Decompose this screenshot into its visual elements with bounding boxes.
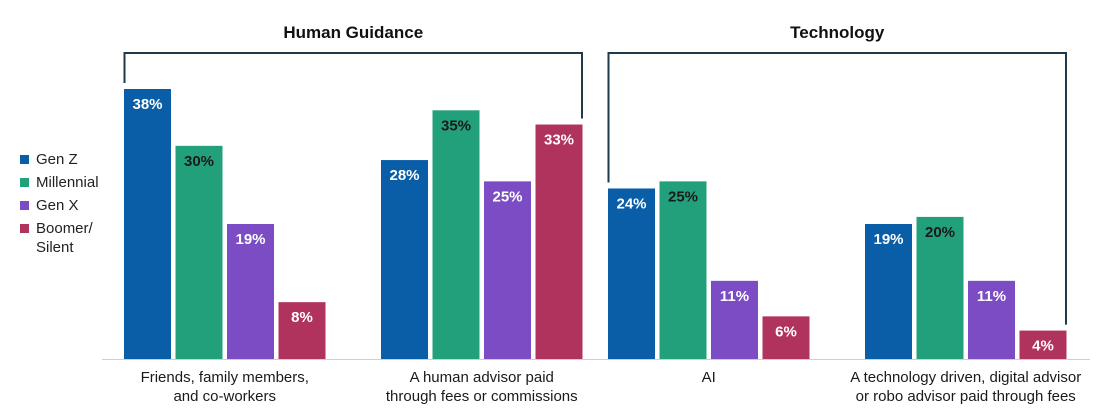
bar	[865, 224, 912, 359]
bar	[762, 316, 810, 359]
category-label: through fees or commissions	[386, 388, 578, 405]
legend-swatch	[20, 178, 29, 187]
bar	[432, 110, 480, 359]
bar	[535, 124, 583, 360]
legend-item-gen-z: Gen Z	[20, 150, 96, 169]
data-label: 19%	[235, 231, 265, 248]
data-label: 6%	[775, 323, 797, 340]
category-label: and co-workers	[173, 388, 276, 405]
category-label: A technology driven, digital advisor	[850, 369, 1081, 386]
group-title: Human Guidance	[283, 23, 423, 42]
category-label: AI	[702, 369, 716, 386]
data-label: 8%	[291, 309, 313, 326]
group-bracket	[607, 52, 1067, 325]
category-label: Friends, family members,	[141, 369, 309, 386]
data-label: 24%	[616, 195, 646, 212]
legend-label: Gen Z	[36, 151, 78, 168]
bar	[916, 216, 964, 359]
data-label: 38%	[132, 96, 162, 113]
bar	[1019, 330, 1067, 359]
bar	[227, 224, 274, 359]
data-label: 33%	[544, 132, 574, 149]
bar	[608, 188, 655, 359]
data-label: 30%	[184, 153, 214, 170]
legend-item-gen-x: Gen X	[20, 196, 96, 215]
data-label: 35%	[441, 117, 471, 134]
bar	[711, 280, 758, 359]
data-label: 25%	[668, 188, 698, 205]
legend-label: Millennial	[36, 174, 99, 191]
group-bracket	[123, 52, 583, 119]
data-label: 4%	[1032, 338, 1054, 355]
legend-swatch	[20, 201, 29, 210]
legend-item-millennial: Millennial	[20, 173, 99, 192]
bar	[124, 89, 171, 359]
category-label: A human advisor paid	[410, 369, 554, 386]
data-label: 11%	[977, 288, 1006, 305]
data-label: 11%	[720, 288, 749, 305]
legend-item-boomer-silent: Boomer/ Silent	[20, 219, 96, 257]
legend-swatch	[20, 224, 29, 233]
bar	[484, 181, 531, 359]
legend-label: Gen X	[36, 197, 79, 214]
legend-label: Boomer/ Silent	[36, 220, 93, 256]
group-title: Technology	[790, 23, 885, 42]
bar	[175, 145, 223, 359]
legend-swatch	[20, 155, 29, 164]
bar	[659, 181, 707, 359]
data-label: 28%	[389, 167, 419, 184]
data-label: 19%	[873, 231, 903, 248]
bar	[381, 160, 428, 359]
bar	[278, 302, 326, 359]
data-label: 20%	[925, 224, 955, 241]
data-label: 25%	[492, 188, 522, 205]
category-label: or robo advisor paid through fees	[856, 388, 1076, 405]
legend: Gen Z Millennial Gen X Boomer/ Silent	[20, 150, 99, 261]
bar	[968, 280, 1015, 359]
